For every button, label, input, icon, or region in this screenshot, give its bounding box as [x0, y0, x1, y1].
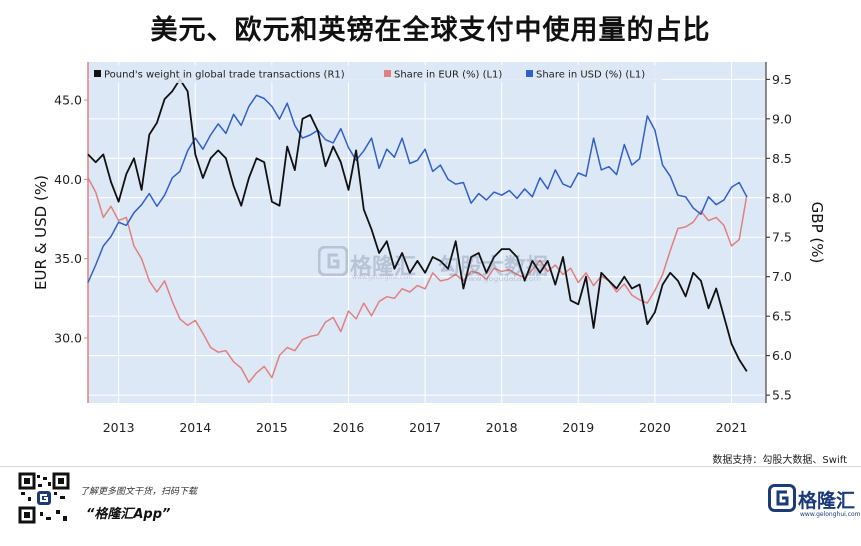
legend-swatch: [526, 70, 533, 77]
gridlines: [88, 62, 766, 403]
y-right-axis-title: GBP (%): [808, 202, 826, 264]
legend-label: Pound's weight in global trade transacti…: [104, 70, 345, 81]
x-tick-label: 2014: [179, 420, 211, 435]
y-right-tick-label: 8.0: [772, 190, 792, 205]
watermark-brand-url: www.gelonghui.com: [352, 274, 413, 281]
usd-series-line: [87, 94, 748, 283]
eur-series-line: [87, 177, 748, 384]
legend-swatch: [384, 70, 391, 77]
brand-name: 格隆汇: [798, 490, 856, 512]
y-left-tick-label: 35.0: [54, 251, 82, 266]
y-right-tick-label: 6.0: [772, 348, 792, 363]
y-right-tick-label: 7.5: [772, 230, 792, 245]
brand-logo-icon: [768, 484, 852, 524]
x-tick-label: 2016: [333, 420, 365, 435]
y-left-tick-label: 40.0: [54, 172, 82, 187]
page-title: 美元、欧元和英镑在全球支付中使用量的占比: [150, 15, 711, 46]
x-tick-label: 2017: [409, 420, 441, 435]
y-right-tick-label: 5.5: [772, 388, 792, 403]
series-lines: [87, 78, 748, 384]
x-tick-label: 2019: [562, 420, 594, 435]
y-left-tick-label: 45.0: [54, 93, 82, 108]
footer-divider: [0, 466, 861, 467]
footer-app-name: “格隆汇App”: [86, 507, 171, 522]
y-right-tick-label: 6.5: [772, 309, 792, 324]
legend-label: Share in EUR (%) (L1): [394, 70, 502, 81]
pound-series-line: [87, 78, 748, 372]
line-chart: Pound's weight in global trade transacti…: [32, 62, 826, 435]
y-right-tick-label: 7.0: [772, 269, 792, 284]
y-left-tick-label: 30.0: [54, 330, 82, 345]
legend-label: Share in USD (%) (L1): [536, 70, 645, 81]
watermark-logo-icon: [317, 245, 349, 280]
qr-code-icon[interactable]: [18, 472, 70, 524]
y-left-axis-title: EUR & USD (%): [32, 175, 50, 290]
axis-labels: 2013 2014 2015 2016 2017 2018 2019 2020 2021 30.0…: [32, 72, 826, 435]
x-tick-label: 2021: [716, 420, 748, 435]
data-source: 数据支持：勾股大数据、Swift: [712, 455, 847, 466]
x-tick-label: 2013: [103, 420, 135, 435]
footer-tagline: 了解更多图文干货，扫码下载: [80, 487, 198, 497]
watermark-brand: 格隆汇: [350, 255, 417, 280]
legend: Pound's weight in global trade transacti…: [90, 65, 662, 83]
legend-background: [90, 65, 662, 83]
legend-swatch: [94, 70, 101, 77]
y-right-tick-label: 9.5: [772, 72, 792, 87]
y-right-tick-label: 9.0: [772, 111, 792, 126]
x-tick-label: 2020: [639, 420, 671, 435]
watermark-partner: 勾股大数据: [438, 255, 549, 280]
x-tick-label: 2018: [486, 420, 518, 435]
watermark-partner-url: www.gogudata.com: [462, 274, 542, 283]
x-tick-label: 2015: [256, 420, 288, 435]
y-right-tick-label: 8.5: [772, 151, 792, 166]
axes: [84, 62, 770, 403]
brand-url: www.gelonghui.com: [800, 511, 861, 518]
